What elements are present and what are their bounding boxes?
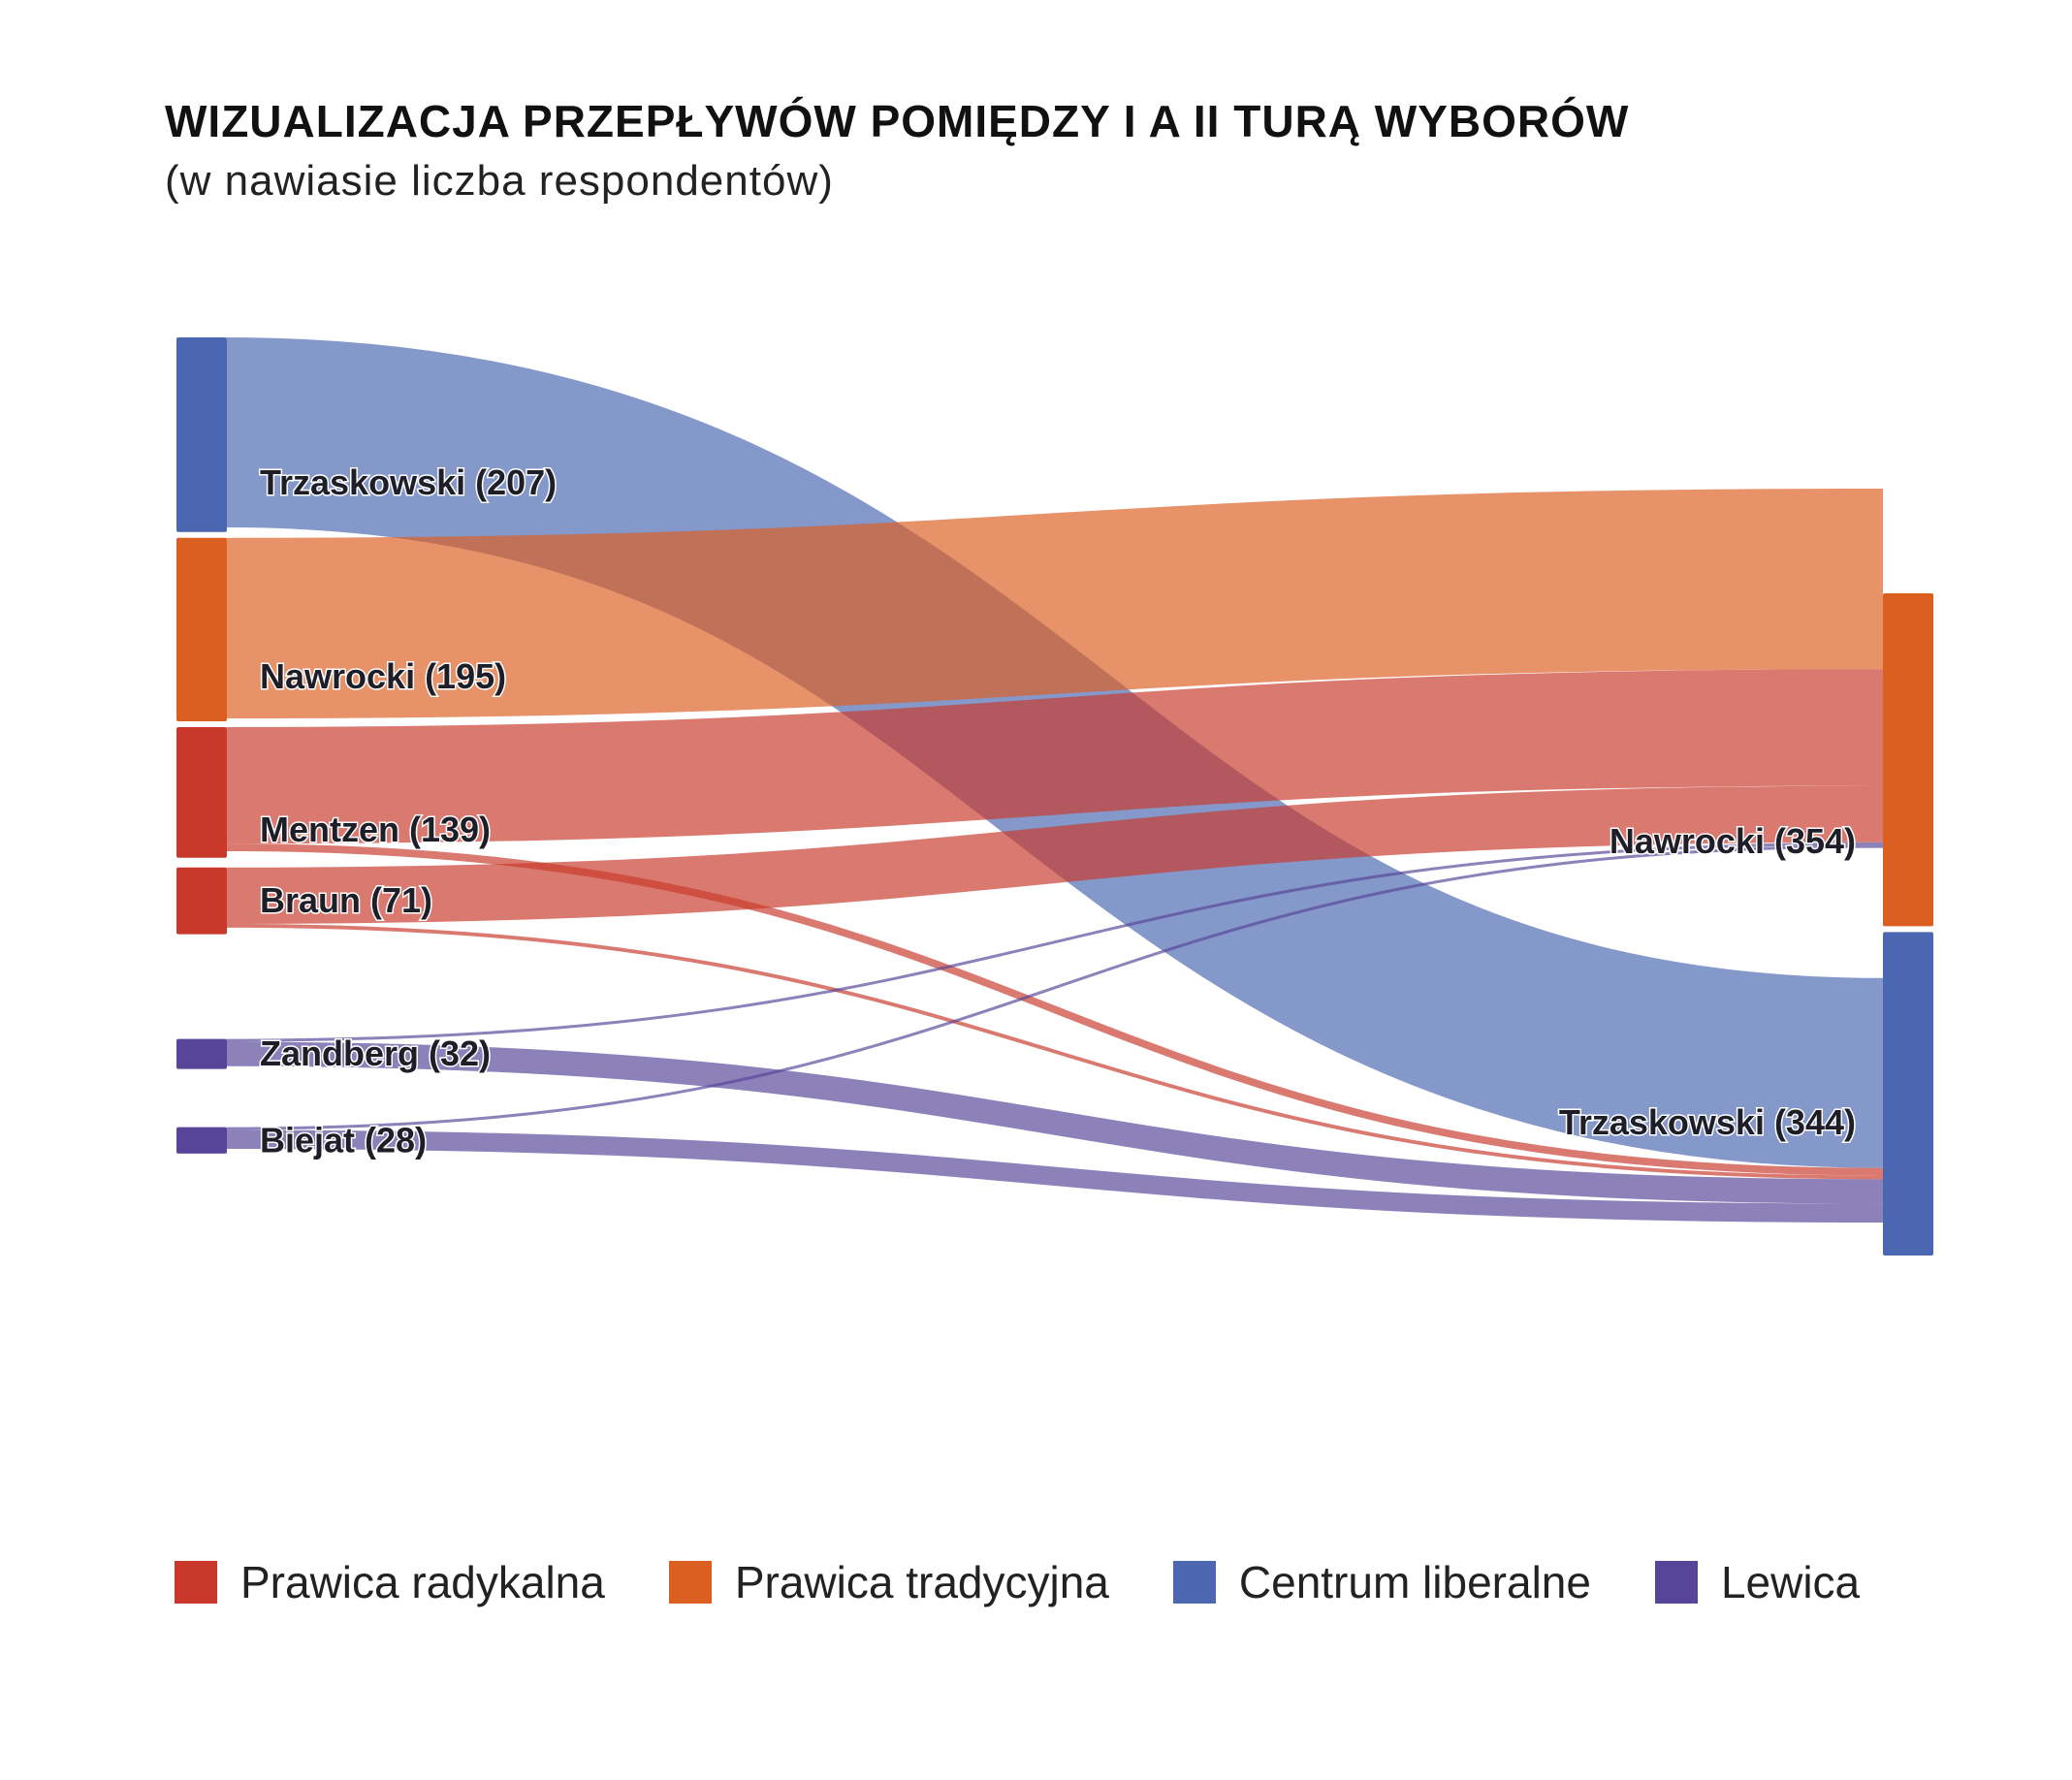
node-label-trzaskowski-round1: Trzaskowski (207) <box>260 462 557 502</box>
legend-swatch-centrum-liberalne <box>1172 1561 1216 1604</box>
sankey-chart: Trzaskowski (207) Nawrocki (195) Mentzen (… <box>176 337 1933 1256</box>
flow-braun-to-nawrocki <box>226 785 1884 924</box>
legend-label-prawica-tradycyjna: Prawica tradycyjna <box>734 1557 1109 1607</box>
legend-label-lewica: Lewica <box>1720 1557 1861 1607</box>
legend-item-prawica-radykalna: Prawica radykalna <box>175 1556 605 1608</box>
node-labels: Trzaskowski (207) Nawrocki (195) Mentzen (… <box>259 461 1858 1161</box>
node-bar-trzaskowski-round1 <box>176 337 227 532</box>
flow-links <box>226 337 1884 1223</box>
flow-zandberg-to-nawrocki <box>226 842 1884 1042</box>
legend: Prawica radykalna Prawica tradycyjna Cen… <box>175 1556 1860 1608</box>
flow-biejat-to-nawrocki <box>226 844 1884 1130</box>
flow-mentzen-to-nawrocki <box>226 669 1884 844</box>
node-label-mentzen-round1: Mentzen (139) <box>260 810 491 849</box>
legend-swatch-prawica-tradycyjna <box>668 1561 712 1604</box>
chart-subtitle: (w nawiasie liczba respondentów) <box>165 157 834 205</box>
node-bar-mentzen-round1 <box>176 726 227 858</box>
legend-swatch-lewica <box>1654 1561 1698 1604</box>
legend-item-lewica: Lewica <box>1654 1556 1861 1608</box>
node-bar-zandberg-round1 <box>176 1038 227 1069</box>
node-label-zandberg-round1: Zandberg (32) <box>260 1033 491 1073</box>
legend-item-centrum-liberalne: Centrum liberalne <box>1172 1556 1591 1608</box>
node-label-biejat-round1: Biejat (28) <box>260 1120 427 1160</box>
node-bars <box>176 337 1933 1256</box>
node-bar-braun-round1 <box>176 867 227 935</box>
legend-label-prawica-radykalna: Prawica radykalna <box>240 1557 605 1607</box>
legend-swatch-prawica-radykalna <box>175 1561 217 1604</box>
flow-biejat-to-trzaskowski <box>226 1129 1884 1223</box>
node-bar-trzaskowski-round2 <box>1883 932 1933 1256</box>
node-label-trzaskowski-round2: Trzaskowski (344) <box>1559 1102 1856 1142</box>
legend-item-prawica-tradycyjna: Prawica tradycyjna <box>668 1556 1109 1608</box>
flow-nawrocki-to-nawrocki <box>226 488 1884 719</box>
node-bar-nawrocki-round2 <box>1883 593 1933 927</box>
node-label-nawrocki-round2: Nawrocki (354) <box>1610 821 1856 861</box>
flow-braun-to-trzaskowski <box>226 923 1884 1180</box>
node-bar-biejat-round1 <box>176 1127 227 1154</box>
flow-zandberg-to-trzaskowski <box>226 1041 1884 1204</box>
node-label-nawrocki-round1: Nawrocki (195) <box>260 656 506 696</box>
node-label-braun-round1: Braun (71) <box>260 880 432 920</box>
chart-title: WIZUALIZACJA PRZEPŁYWÓW POMIĘDZY I A II … <box>165 96 1630 146</box>
node-bar-nawrocki-round1 <box>176 537 227 721</box>
legend-label-centrum-liberalne: Centrum liberalne <box>1238 1557 1591 1607</box>
